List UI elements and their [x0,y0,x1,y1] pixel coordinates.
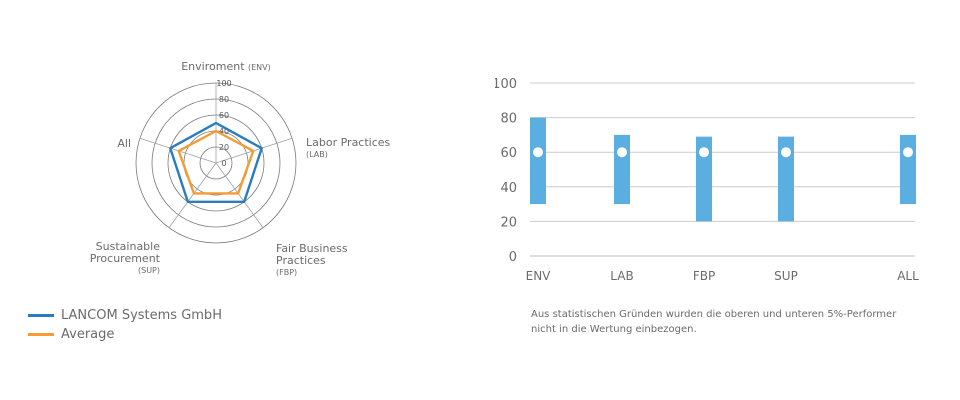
range-bar-fbp [696,136,712,222]
range-bar-lab [614,134,630,205]
radar-axis-label-lab: Labor Practices(LAB) [306,136,391,159]
radar-axis-name-sup-2: Procurement [90,252,161,265]
radar-axis-name-all-1: All [117,137,131,150]
range-y-tick-label-100: 100 [495,77,517,92]
radar-axis-label-all: All [117,137,131,150]
range-y-tick-label-0: 0 [509,250,517,265]
range-y-tick-label-60: 60 [500,146,517,161]
radar-tick-label-80: 80 [219,95,229,104]
radar-tick-label-0: 0 [221,159,226,168]
range-x-tick-label-lab: LAB [610,269,633,283]
footnote-line-1: Aus statistischen Gründen wurden die obe… [531,309,897,320]
radar-tick-label-20: 20 [219,143,229,152]
range-x-tick-label-sup: SUP [774,269,798,283]
radar-spoke-sup [168,162,217,228]
range-marker-sup [781,147,791,158]
range-x-tick-label-fbp: FBP [693,269,715,283]
radar-axis-abbr-fbp: (FBP) [276,268,297,277]
range-bar-all [900,134,916,205]
radar-axis-name-lab-1: Labor Practices [306,136,391,149]
radar-axis-abbr-lab: (LAB) [306,150,328,159]
legend-item-lancom: LANCOM Systems GmbH [28,306,222,325]
radar-axis-name-fbp-1: Fair Business [276,242,348,255]
radar-axis-name-sup-1: Sustainable [96,240,161,253]
radar-axis-abbr-sup: (SUP) [138,266,160,275]
legend-label-average: Average [61,327,115,342]
radar-axis-abbr-env: (ENV) [248,63,271,72]
range-y-tick-label-40: 40 [500,181,517,196]
radar-chart: 0 20 40 60 80 100 Enviroment (ENV) Labor Practi… [90,60,391,277]
radar-tick-label-60: 60 [219,111,229,120]
radar-tick-label-100: 100 [216,79,231,88]
legend-swatch-lancom [28,314,54,317]
radar-spoke-fbp [215,162,264,228]
radar-tick-label-40: 40 [219,127,229,136]
footnote: Aus statistischen Gründen wurden die obe… [531,307,951,337]
radar-axis-name-env: Enviroment (ENV) [181,60,271,73]
legend-item-average: Average [28,325,222,344]
range-marker-fbp [699,147,709,158]
range-bar-env [530,117,546,205]
footnote-line-2: nicht in die Wertung einbezogen. [531,324,697,335]
radar-axis-name-text-env: Enviroment [181,60,248,73]
range-bar-sup [778,136,794,222]
radar-legend: LANCOM Systems GmbH Average [28,306,222,344]
radar-series-lancom-systems-gmbh [169,121,263,204]
range-y-tick-label-80: 80 [500,112,517,127]
range-marker-lab [617,147,627,158]
radar-series-average [177,129,255,195]
range-marker-env [533,147,543,158]
range-x-tick-label-env: ENV [526,269,552,283]
legend-label-lancom: LANCOM Systems GmbH [61,308,222,323]
radar-axis-label-env: Enviroment (ENV) [181,60,271,73]
range-x-tick-label-all: ALL [897,269,919,283]
radar-axis-name-fbp-2: Practices [276,254,326,267]
range-y-tick-label-20: 20 [500,215,517,230]
range-bar-chart: 0 20 40 60 80 100 ENV LAB FBP SUP ALL [495,77,919,283]
range-marker-all [903,147,913,158]
legend-swatch-average [28,333,54,336]
